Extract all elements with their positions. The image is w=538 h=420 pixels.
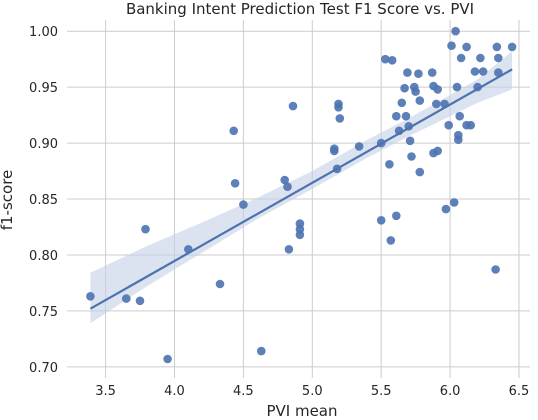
x-tick-label: 4.0 (164, 384, 185, 399)
y-tick-label: 0.95 (29, 81, 58, 96)
data-point (280, 175, 290, 185)
x-axis-label: PVI mean (266, 402, 337, 420)
data-point (470, 67, 480, 76)
data-point (403, 68, 412, 77)
y-tick-label: 0.75 (29, 305, 58, 320)
data-point (288, 101, 298, 111)
data-point (507, 42, 517, 52)
data-point (411, 87, 420, 96)
data-point (401, 111, 411, 121)
data-point (452, 82, 462, 92)
y-tick-label: 0.85 (29, 193, 58, 208)
data-point (456, 53, 466, 63)
data-point (354, 142, 364, 151)
data-point (397, 98, 407, 108)
x-tick-label: 4.5 (233, 384, 254, 399)
chart-title: Banking Intent Prediction Test F1 Score … (126, 0, 474, 18)
data-point (215, 279, 225, 289)
x-tick-label: 5.0 (302, 384, 323, 399)
data-point (405, 136, 415, 146)
regression-line-layer (89, 68, 513, 310)
x-tick-labels: 3.5 4.0 4.5 5.0 5.5 6.0 6.5 (95, 384, 529, 399)
data-point (432, 99, 441, 109)
y-tick-label: 1.00 (29, 25, 58, 40)
data-point (449, 198, 459, 207)
data-point (414, 69, 423, 78)
data-point (433, 85, 443, 94)
data-point (230, 179, 240, 188)
y-tick-labels: 0.70 0.75 0.80 0.85 0.90 0.95 1.00 (29, 25, 58, 376)
data-point (444, 120, 454, 130)
regression-line (89, 68, 513, 310)
data-point (135, 296, 145, 306)
data-point (376, 216, 386, 225)
data-point (141, 224, 150, 234)
y-axis-label: f1-score (0, 170, 16, 231)
data-point (415, 167, 425, 177)
data-point (407, 152, 416, 161)
x-tick-label: 6.0 (440, 384, 461, 399)
data-point (387, 56, 397, 65)
data-point (451, 26, 460, 36)
y-tick-label: 0.80 (29, 249, 58, 264)
data-point (392, 211, 401, 221)
data-point (385, 160, 394, 169)
data-point (257, 346, 266, 356)
data-point (462, 42, 471, 52)
data-point (330, 144, 339, 153)
data-point (494, 53, 503, 63)
data-point (381, 54, 390, 64)
data-point (466, 120, 476, 130)
x-tick-label: 6.5 (509, 384, 530, 399)
data-point (229, 126, 238, 136)
data-point (163, 354, 172, 364)
x-tick-label: 3.5 (95, 384, 116, 399)
y-tick-label: 0.90 (29, 137, 58, 152)
data-points (86, 26, 517, 364)
data-point (491, 265, 500, 274)
data-point (433, 146, 443, 156)
data-point (455, 111, 465, 121)
data-point (478, 67, 488, 76)
data-point (447, 41, 456, 50)
x-tick-label: 5.5 (371, 384, 392, 399)
data-point (283, 182, 292, 191)
data-point (295, 230, 305, 240)
data-point (335, 114, 345, 123)
data-point (454, 130, 463, 140)
confidence-band (90, 51, 513, 324)
data-point (492, 42, 502, 52)
data-point (441, 204, 451, 214)
data-point (334, 103, 343, 112)
data-point (284, 245, 294, 254)
data-point (400, 83, 409, 93)
data-point (122, 294, 131, 303)
confidence-band-layer (90, 51, 513, 324)
y-tick-label: 0.70 (29, 361, 58, 376)
data-point (386, 236, 396, 245)
data-point (239, 200, 248, 209)
grid-lines (67, 20, 530, 378)
data-point (427, 68, 437, 77)
data-point (392, 111, 401, 121)
data-point (415, 96, 425, 105)
data-point (86, 292, 95, 301)
data-point (476, 53, 485, 63)
